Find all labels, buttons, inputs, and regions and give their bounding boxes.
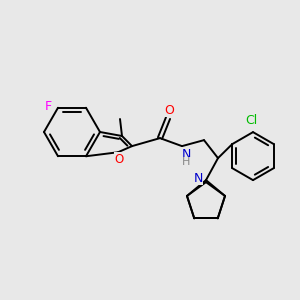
Text: N: N bbox=[181, 148, 191, 160]
Text: N: N bbox=[193, 172, 203, 184]
Text: O: O bbox=[114, 153, 124, 166]
Text: H: H bbox=[182, 157, 190, 167]
Text: Cl: Cl bbox=[245, 114, 257, 127]
Text: O: O bbox=[164, 103, 174, 117]
Text: F: F bbox=[44, 100, 52, 113]
